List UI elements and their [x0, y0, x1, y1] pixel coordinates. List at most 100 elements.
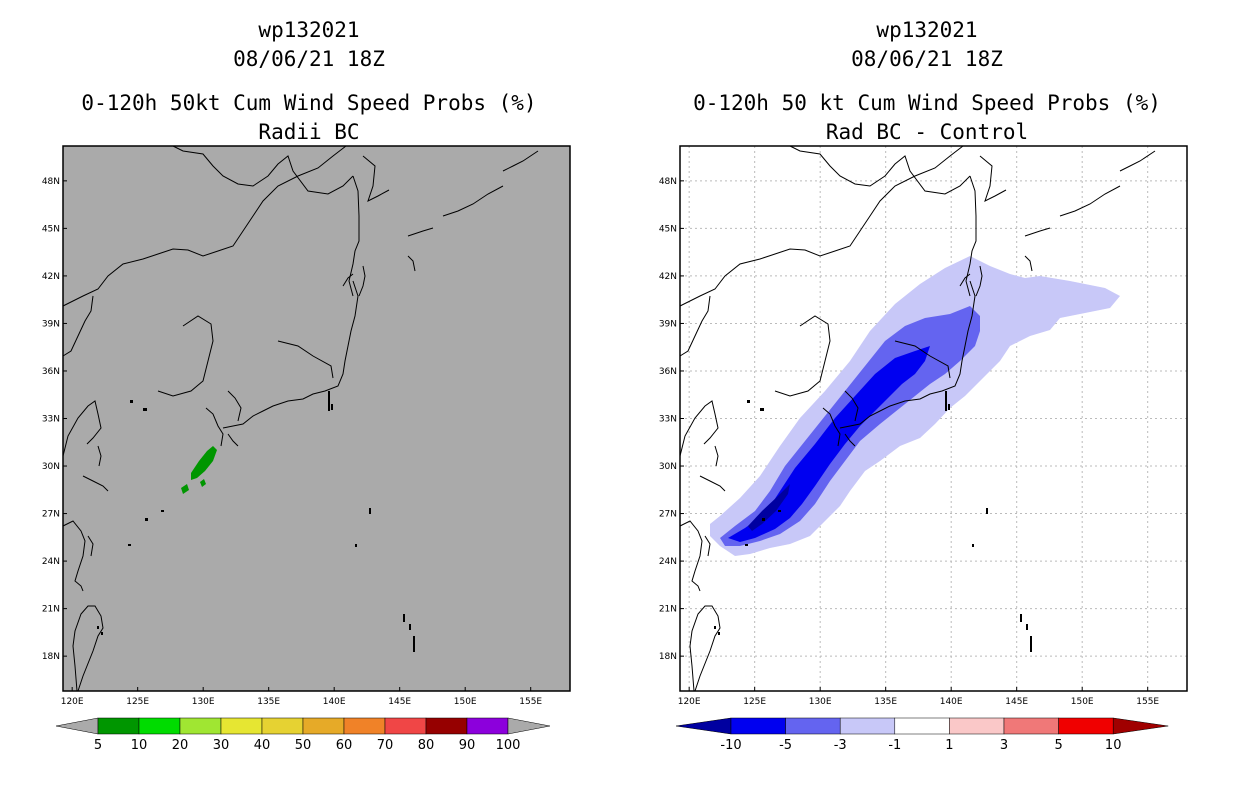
right-lon-label: 145E [1005, 697, 1028, 707]
right-islands [714, 391, 1032, 652]
left-lon-label: 155E [519, 697, 542, 707]
right-colorbar-swatch [730, 717, 786, 735]
left-colorbar-label: 90 [459, 738, 476, 753]
right-title: 0-120h 50 kt Cum Wind Speed Probs (%) [693, 91, 1161, 115]
left-colorbar-label: 80 [418, 738, 435, 753]
left-lat-label: 36N [42, 367, 60, 377]
left-coastlines [62, 145, 539, 692]
left-colorbar-swatch [384, 717, 427, 735]
left-colorbar-swatch [179, 717, 222, 735]
left-colorbar-label: 60 [336, 738, 353, 753]
left-subtitle: Radii BC [258, 120, 360, 144]
right-lat-label: 45N [659, 224, 677, 234]
left-colorbar-label: 40 [254, 738, 271, 753]
right-colorbar-label: 1 [945, 738, 953, 753]
right-storm-id: wp132021 [876, 18, 978, 42]
right-map-svg: 120E 125E 130E 135E 140E 145E 150E 155E 48N 45N 42… [659, 145, 1188, 753]
right-lon-label: 140E [940, 697, 963, 707]
left-islands [97, 391, 415, 652]
left-lon-label: 140E [323, 697, 346, 707]
right-lon-label: 125E [743, 697, 766, 707]
left-lat-label: 39N [42, 319, 60, 329]
left-lon-label: 130E [192, 697, 215, 707]
right-lon-label: 120E [678, 697, 701, 707]
right-colorbar-swatch [785, 717, 841, 735]
left-lon-label: 145E [388, 697, 411, 707]
left-colorbar-label: 10 [131, 738, 148, 753]
left-lat-label: 45N [42, 224, 60, 234]
left-map-background [63, 146, 570, 691]
left-lat-label: 42N [42, 272, 60, 282]
left-lat-label: 48N [42, 177, 60, 187]
right-lat-label: 18N [659, 652, 677, 662]
right-colorbar-swatch [949, 717, 1005, 735]
left-lon-label: 135E [257, 697, 280, 707]
right-colorbar-swatch [1003, 717, 1059, 735]
right-colorbar-label: -10 [720, 738, 741, 753]
right-lat-label: 42N [659, 272, 677, 282]
left-colorbar-label: 20 [172, 738, 189, 753]
right-colorbar-label: -3 [834, 738, 847, 753]
right-colorbar-swatch [839, 717, 896, 735]
left-colorbar-swatch [302, 717, 345, 735]
right-gridlines [680, 146, 1187, 691]
right-lon-label: 135E [874, 697, 897, 707]
left-colorbar-label: 70 [377, 738, 394, 753]
right-lat-label: 39N [659, 319, 677, 329]
right-lon-label: 130E [809, 697, 832, 707]
left-colorbar-label: 5 [94, 738, 102, 753]
right-subtitle: Rad BC - Control [825, 120, 1029, 144]
right-lon-label: 150E [1071, 697, 1094, 707]
right-lat-label: 27N [659, 510, 677, 520]
left-lat-label: 30N [42, 462, 60, 472]
left-lon-label: 125E [126, 697, 149, 707]
right-colorbar-label: -5 [779, 738, 792, 753]
left-lat-label: 21N [42, 605, 60, 615]
right-colorbar-low-arrow [675, 717, 732, 735]
right-lat-label: 21N [659, 605, 677, 615]
left-colorbar-low-arrow [55, 717, 99, 735]
left-title: 0-120h 50kt Cum Wind Speed Probs (%) [81, 91, 537, 115]
right-datetime: 08/06/21 18Z [851, 47, 1003, 71]
right-lat-label: 48N [659, 177, 677, 187]
right-colorbar-swatch [1058, 717, 1114, 735]
left-colorbar-swatch [466, 717, 509, 735]
left-lon-label: 150E [454, 697, 477, 707]
right-colorbar-swatch [894, 717, 950, 735]
left-datetime: 08/06/21 18Z [233, 47, 385, 71]
left-lat-label: 33N [42, 415, 60, 425]
left-axis-ticks: 120E 125E 130E 135E 140E 145E 150E 155E 48N 45N 42… [42, 177, 543, 707]
left-colorbar-swatch [220, 717, 263, 735]
left-colorbar-label: 50 [295, 738, 312, 753]
right-coastlines [679, 145, 1156, 692]
left-colorbar: 5 10 20 30 40 50 60 70 80 90 100 [55, 717, 551, 753]
right-lat-label: 36N [659, 367, 677, 377]
left-lat-label: 27N [42, 510, 60, 520]
right-lat-label: 30N [659, 462, 677, 472]
right-colorbar: -10 -5 -3 -1 1 3 5 10 [675, 717, 1169, 753]
left-colorbar-label: 30 [213, 738, 230, 753]
left-lat-label: 24N [42, 557, 60, 567]
right-axis-ticks: 120E 125E 130E 135E 140E 145E 150E 155E 48N 45N 42… [659, 177, 1160, 707]
left-lon-label: 120E [61, 697, 84, 707]
left-storm-id: wp132021 [258, 18, 360, 42]
right-colorbar-label: 5 [1054, 738, 1062, 753]
left-colorbar-swatch [343, 717, 386, 735]
right-lat-label: 33N [659, 415, 677, 425]
right-colorbar-label: 3 [1000, 738, 1008, 753]
left-panel: wp132021 08/06/21 18Z 0-120h 50kt Cum Wi… [42, 18, 571, 753]
left-lat-label: 18N [42, 652, 60, 662]
right-panel: wp132021 08/06/21 18Z 0-120h 50 kt Cum W… [618, 0, 1236, 800]
left-map-svg: 120E 125E 130E 135E 140E 145E 150E 155E 48N 45N 42… [42, 145, 571, 753]
left-colorbar-high-arrow [507, 717, 551, 735]
left-colorbar-swatch [97, 717, 140, 735]
right-lon-label: 155E [1136, 697, 1159, 707]
left-probability-contour [181, 446, 217, 494]
left-colorbar-swatch [138, 717, 181, 735]
right-colorbar-label: -1 [888, 738, 901, 753]
right-colorbar-high-arrow [1112, 717, 1169, 735]
right-lat-label: 24N [659, 557, 677, 567]
left-colorbar-swatch [261, 717, 304, 735]
left-colorbar-label: 100 [496, 738, 521, 753]
right-colorbar-label: 10 [1105, 738, 1122, 753]
